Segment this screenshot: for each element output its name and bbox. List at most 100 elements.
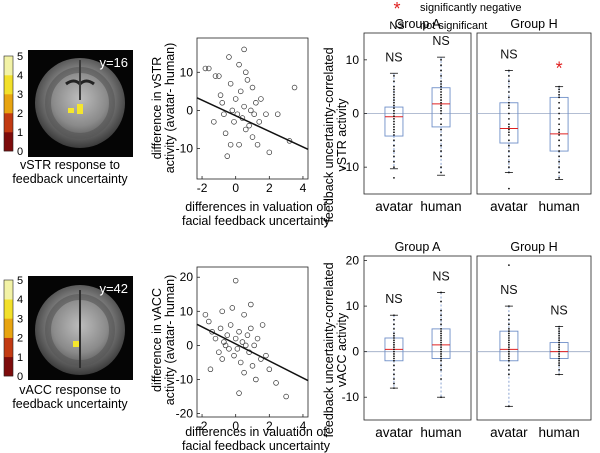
data-point bbox=[440, 323, 442, 326]
data-point bbox=[393, 80, 395, 83]
data-point bbox=[251, 342, 257, 349]
data-point bbox=[508, 339, 510, 342]
data-point bbox=[440, 368, 442, 371]
data-point bbox=[440, 337, 442, 339]
box-plot-vacc: feedback uncertainty-correlated vACC act… bbox=[322, 240, 592, 440]
data-point bbox=[558, 350, 560, 353]
data-point bbox=[393, 357, 395, 360]
data-point bbox=[558, 128, 560, 131]
data-point bbox=[508, 134, 510, 136]
data-point bbox=[393, 334, 395, 337]
data-point bbox=[246, 122, 252, 129]
colorbar-segment bbox=[4, 318, 13, 338]
scatter-plot-vstr: difference in vSTR activity (avatar- hum… bbox=[150, 37, 331, 228]
data-point bbox=[393, 350, 395, 353]
data-point bbox=[258, 96, 264, 102]
ns-mark: NS bbox=[500, 48, 517, 62]
data-point bbox=[558, 123, 560, 126]
data-point bbox=[393, 341, 395, 344]
legend-ns-symbol: NS bbox=[389, 20, 404, 32]
data-point bbox=[393, 126, 395, 128]
data-point bbox=[558, 88, 560, 91]
group-title: Group A bbox=[395, 240, 442, 254]
data-point bbox=[508, 104, 510, 107]
data-point bbox=[393, 120, 395, 123]
data-point bbox=[508, 155, 510, 158]
y-axis-label-line1: feedback uncertainty-correlated bbox=[322, 47, 336, 222]
data-point bbox=[440, 91, 442, 93]
data-point bbox=[236, 61, 242, 68]
data-point bbox=[558, 166, 560, 169]
data-point bbox=[508, 117, 510, 120]
colorbar-segment bbox=[4, 299, 13, 319]
data-point bbox=[440, 300, 442, 303]
data-point bbox=[243, 126, 249, 133]
data-point bbox=[440, 341, 442, 344]
data-point bbox=[393, 368, 395, 371]
brain-caption-line1: vACC response to bbox=[19, 383, 120, 397]
data-point bbox=[508, 348, 510, 351]
y-axis-label-line2: vACC activity bbox=[335, 312, 349, 387]
data-point bbox=[236, 390, 242, 396]
colorbar-tick-label: 5 bbox=[17, 275, 23, 287]
data-point bbox=[440, 93, 442, 96]
x-tick-label: 4 bbox=[300, 181, 307, 195]
x-tick-label: 4 bbox=[300, 419, 307, 433]
data-point bbox=[508, 318, 510, 321]
data-point bbox=[440, 343, 442, 346]
data-point bbox=[440, 96, 442, 99]
data-point bbox=[393, 91, 395, 93]
regression-line bbox=[196, 323, 309, 382]
data-point bbox=[283, 393, 289, 400]
data-point bbox=[508, 330, 510, 333]
x-axis-label-line1: differences in valuation of bbox=[185, 200, 327, 214]
data-point bbox=[508, 144, 510, 147]
data-point bbox=[440, 80, 442, 83]
x-tick-label: -2 bbox=[197, 419, 208, 433]
data-point bbox=[508, 334, 510, 337]
data-point bbox=[440, 353, 442, 355]
data-point bbox=[229, 305, 236, 311]
x-tick-label: 0 bbox=[232, 419, 239, 433]
data-point bbox=[393, 177, 395, 179]
data-point bbox=[227, 80, 234, 87]
activation-blob bbox=[77, 104, 83, 114]
data-point bbox=[254, 335, 261, 342]
colorbar-tick-label: 3 bbox=[17, 313, 23, 325]
colorbar-tick-label: 0 bbox=[17, 146, 23, 158]
data-point bbox=[440, 99, 442, 101]
colorbar-segment bbox=[4, 337, 13, 358]
data-point bbox=[558, 144, 560, 147]
data-point bbox=[211, 119, 217, 125]
scatter-plot-vacc: difference in vACC activity (avatar- hum… bbox=[150, 266, 331, 453]
data-point bbox=[259, 322, 266, 328]
data-point bbox=[558, 346, 560, 349]
data-point bbox=[508, 314, 510, 317]
data-point bbox=[393, 337, 395, 339]
data-point bbox=[508, 150, 510, 152]
brain-image-vacc: y=42 vACC response to feedback uncertain… bbox=[12, 276, 133, 411]
data-point bbox=[440, 334, 442, 337]
data-point bbox=[508, 128, 510, 131]
x-axis-label-line2: facial feedback uncertainty bbox=[182, 214, 331, 228]
data-point bbox=[221, 111, 227, 117]
data-point bbox=[508, 346, 510, 349]
data-point bbox=[508, 112, 510, 115]
data-point bbox=[226, 346, 232, 352]
data-point bbox=[393, 85, 395, 88]
data-point bbox=[393, 139, 395, 142]
data-point bbox=[440, 332, 442, 335]
data-point bbox=[508, 126, 510, 128]
data-point bbox=[232, 96, 239, 102]
data-point bbox=[234, 346, 241, 352]
colorbar-vacc: 5 4 3 2 1 0 bbox=[3, 275, 23, 383]
data-point bbox=[254, 141, 261, 148]
ns-mark: NS bbox=[432, 34, 449, 48]
colorbar-tick-label: 2 bbox=[17, 108, 23, 120]
data-point bbox=[440, 357, 442, 360]
data-point bbox=[241, 311, 247, 318]
y-tick-label: 20 bbox=[180, 270, 194, 284]
x-tick-label: 0 bbox=[232, 181, 239, 195]
data-point bbox=[222, 342, 229, 349]
data-point bbox=[440, 109, 442, 112]
